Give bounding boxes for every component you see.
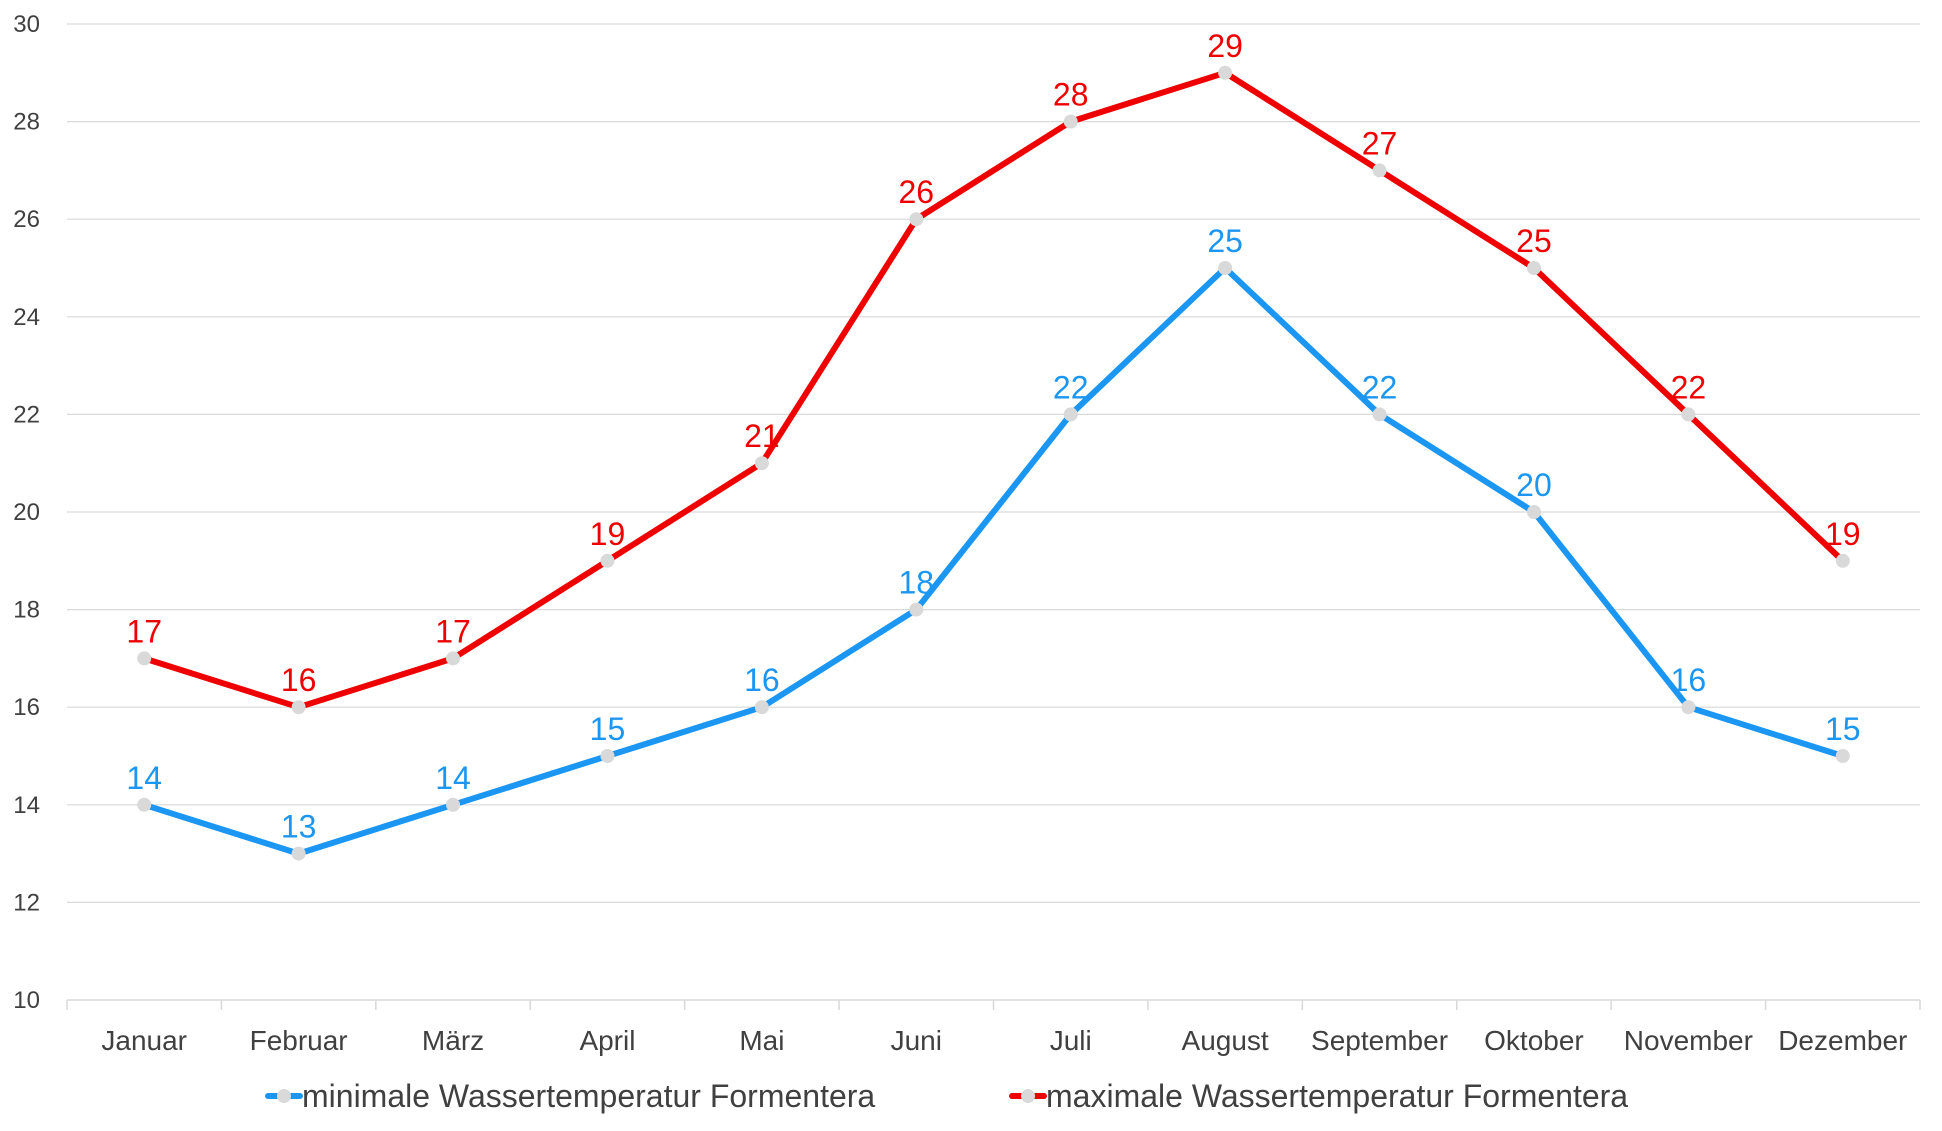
data-point-min-juni [909,602,924,617]
data-label-max-september: 27 [1362,125,1398,161]
data-label-min-mai: 16 [744,662,780,698]
data-point-max-november [1681,407,1696,422]
data-point-min-februar [291,846,306,861]
data-point-max-august [1218,65,1233,80]
data-label-max-august: 29 [1207,28,1243,64]
x-tick-label-dezember: Dezember [1778,1025,1907,1056]
y-tick-label: 12 [13,889,40,916]
data-point-max-september [1372,163,1387,178]
data-label-max-februar: 16 [281,662,317,698]
y-tick-label: 22 [13,401,40,428]
data-label-min-dezember: 15 [1825,711,1861,747]
data-point-max-maerz [446,651,461,666]
y-tick-label: 16 [13,694,40,721]
data-label-min-februar: 13 [281,809,317,845]
data-label-min-maerz: 14 [435,760,471,796]
x-tick-label-maerz: März [422,1025,484,1056]
legend-label-max: maximale Wassertemperatur Formentera [1046,1078,1628,1114]
data-label-max-november: 22 [1671,369,1707,405]
y-tick-label: 20 [13,499,40,526]
y-tick-label: 30 [13,11,40,38]
data-label-min-oktober: 20 [1516,467,1552,503]
data-point-max-mai [754,456,769,471]
data-label-max-dezember: 19 [1825,516,1861,552]
data-point-min-oktober [1526,505,1541,519]
data-label-max-maerz: 17 [435,613,471,649]
x-tick-label-februar: Februar [250,1025,348,1056]
legend-marker-min [277,1089,291,1103]
x-tick-label-oktober: Oktober [1484,1025,1584,1056]
x-tick-label-juni: Juni [891,1025,942,1056]
data-point-min-januar [137,797,152,812]
x-tick-label-januar: Januar [101,1025,187,1056]
data-label-max-oktober: 25 [1516,223,1552,259]
data-label-min-juni: 18 [898,565,934,601]
data-markers [137,65,1850,861]
data-label-min-september: 22 [1362,369,1398,405]
y-tick-label: 18 [13,597,40,624]
x-tick-label-august: August [1182,1025,1269,1056]
legend-marker-max [1021,1089,1035,1103]
x-tick-label-mai: Mai [739,1025,784,1056]
gridlines [67,23,1920,904]
y-tick-label: 10 [13,987,40,1014]
data-label-max-mai: 21 [744,418,780,454]
data-label-min-november: 16 [1671,662,1707,698]
axes: 10 12 14 16 18 20 22 24 26 28 30 Januar Februar März A… [13,11,1921,1056]
x-tick-label-april: April [579,1025,635,1056]
legend-label-min: minimale Wassertemperatur Formentera [302,1078,875,1114]
data-label-max-juli: 28 [1053,77,1089,113]
data-point-min-november [1681,700,1696,715]
data-label-min-januar: 14 [126,760,162,796]
series-line-maximale-wassertemperatur-formentera [141,69,1846,711]
data-point-max-februar [291,700,306,715]
series-lines [141,69,1846,857]
data-labels: 14 13 14 15 16 18 22 25 22 20 16 15 17 16 17 19 21 26 28 29… [126,28,1860,845]
data-point-min-dezember [1835,749,1850,763]
series-line-minimale-wassertemperatur-formentera [141,265,1846,857]
data-point-max-juli [1063,114,1078,129]
data-point-min-august [1218,261,1233,275]
data-point-max-dezember [1835,553,1850,568]
data-point-min-juli [1063,407,1078,422]
y-tick-label: 24 [13,304,40,331]
data-point-min-april [600,749,615,763]
data-label-min-april: 15 [590,711,626,747]
data-point-min-maerz [446,797,461,812]
data-label-max-april: 19 [590,516,626,552]
y-tick-label: 28 [13,109,40,136]
data-label-min-juli: 22 [1053,369,1089,405]
data-point-max-oktober [1526,261,1541,275]
data-label-max-juni: 26 [898,174,934,210]
data-point-min-september [1372,407,1387,422]
x-tick-label-juli: Juli [1050,1025,1092,1056]
data-point-max-januar [137,651,152,666]
data-point-max-april [600,553,615,568]
data-label-min-august: 25 [1207,223,1243,259]
data-point-min-mai [754,700,769,715]
y-tick-label: 26 [13,206,40,233]
data-point-max-juni [909,212,924,227]
x-tick-label-november: November [1624,1025,1753,1056]
y-tick-label: 14 [13,792,40,819]
data-label-max-januar: 17 [126,613,162,649]
legend: minimale Wassertemperatur Formentera maxi… [265,1078,1628,1114]
x-tick-label-september: September [1311,1025,1448,1056]
